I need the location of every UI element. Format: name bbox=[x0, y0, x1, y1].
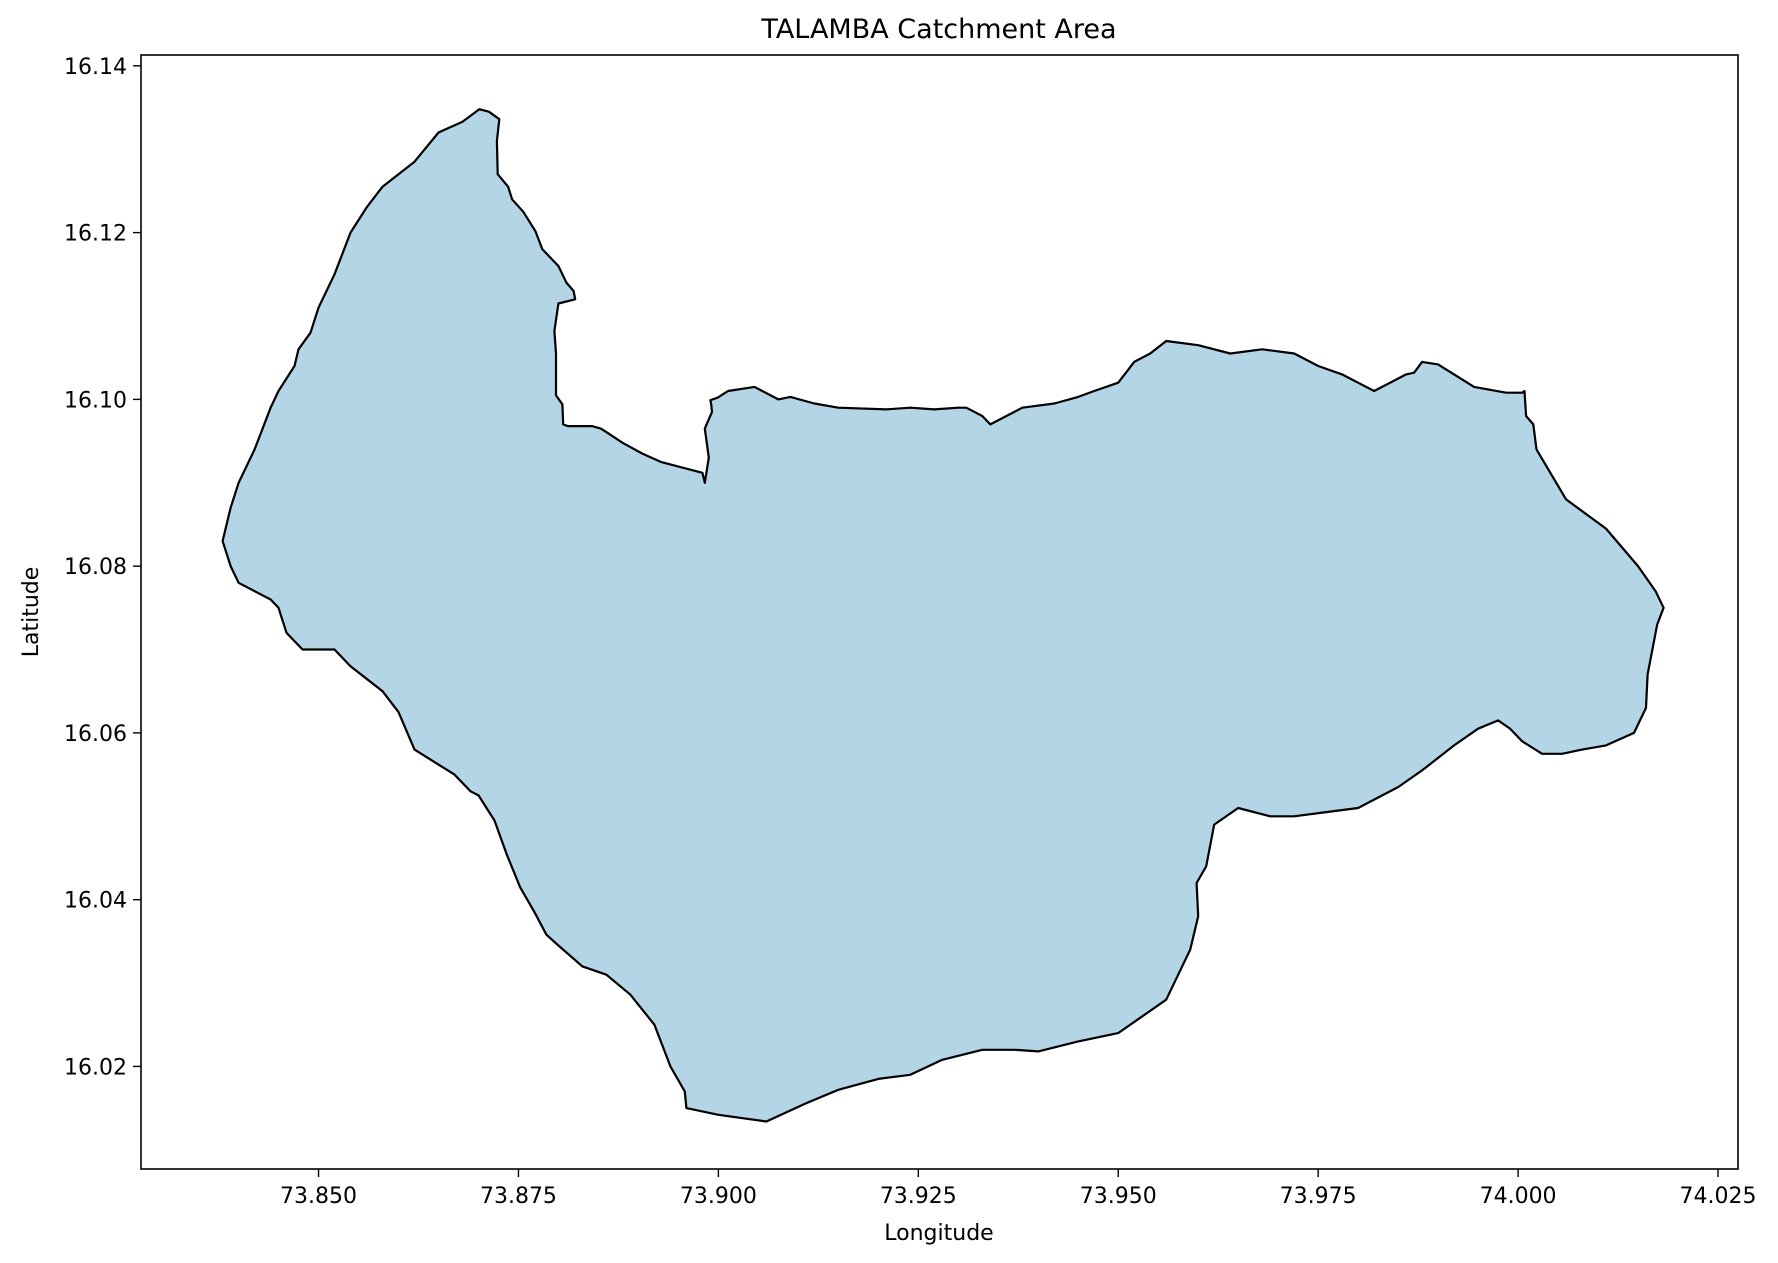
x-tick-label: 74.000 bbox=[1480, 1184, 1557, 1209]
axes-frame bbox=[140, 54, 1739, 1170]
x-axis-ticks: 73.850 73.875 73.900 73.925 73.950 73.975 74.0… bbox=[280, 1169, 1756, 1209]
x-tick-label: 73.925 bbox=[880, 1184, 957, 1209]
x-axis-label: Longitude bbox=[884, 1221, 993, 1246]
y-tick-label: 16.10 bbox=[64, 388, 127, 413]
catchment-polygon bbox=[221, 108, 1665, 1123]
x-tick-label: 73.900 bbox=[680, 1184, 757, 1209]
y-tick-label: 16.12 bbox=[64, 222, 127, 247]
y-axis-label: Latitude bbox=[19, 567, 44, 658]
y-axis-ticks: 16.02 16.04 16.06 16.08 16.10 16.12 16.14 bbox=[64, 55, 141, 1080]
x-tick-label: 73.850 bbox=[280, 1184, 357, 1209]
y-tick-label: 16.04 bbox=[64, 889, 127, 914]
x-tick-label: 74.025 bbox=[1680, 1184, 1757, 1209]
y-tick-label: 16.08 bbox=[64, 555, 127, 580]
y-tick-label: 16.06 bbox=[64, 722, 127, 747]
x-tick-label: 73.975 bbox=[1280, 1184, 1357, 1209]
chart-title: TALAMBA Catchment Area bbox=[760, 14, 1116, 45]
x-tick-label: 73.875 bbox=[480, 1184, 557, 1209]
y-tick-label: 16.02 bbox=[64, 1055, 127, 1080]
x-tick-label: 73.950 bbox=[1080, 1184, 1157, 1209]
y-tick-label: 16.14 bbox=[64, 55, 127, 80]
